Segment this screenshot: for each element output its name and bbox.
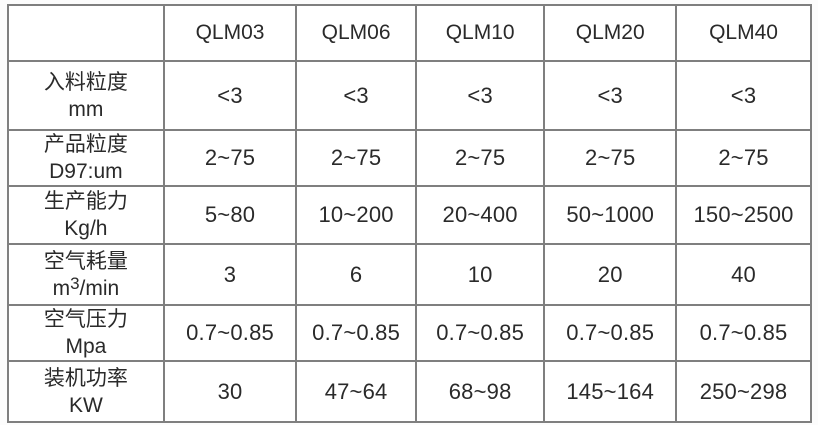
spec-value-cell: 2~75 [414,129,546,187]
model-header: QLM10 [414,4,546,62]
spec-value-cell: 145~164 [543,360,678,423]
spec-table: QLM03 QLM06 QLM10 QLM20 QLM40 入料粒度 mm <3 <3 <3 <3… [7,4,812,423]
spec-value-cell: 0.7~0.85 [543,304,678,362]
spec-label-line1: 空气压力 [43,308,128,331]
spec-label-line2: Mpa [65,335,107,358]
spec-table-body: 入料粒度 mm <3 <3 <3 <3 <3 产品粒度 D97:um 2~75 2~75 2~75 2~… [7,60,812,423]
spec-value-cell: 250~298 [675,360,812,423]
spec-value-cell: <3 [414,60,546,131]
spec-row-label: 产品粒度 D97:um [7,129,165,187]
spec-value-cell: 2~75 [295,129,417,187]
table-row: 产品粒度 D97:um 2~75 2~75 2~75 2~75 2~75 [7,129,812,187]
spec-value-cell: 3 [162,243,298,306]
model-header: QLM03 [162,4,298,62]
spec-row-label: 空气耗量 m3/min [7,243,165,306]
spec-value-cell: <3 [162,60,298,131]
spec-value-cell: 5~80 [162,185,298,245]
spec-value-cell: 47~64 [295,360,417,423]
spec-value-cell: 50~1000 [543,185,678,245]
model-header: QLM06 [295,4,417,62]
table-row: 空气耗量 m3/min 3 6 10 20 40 [7,243,812,306]
spec-label-line1: 入料粒度 [43,70,128,94]
spec-value-cell: <3 [543,60,678,131]
table-row: 入料粒度 mm <3 <3 <3 <3 <3 [7,60,812,131]
spec-value-cell: 0.7~0.85 [162,304,298,362]
table-row: 装机功率 KW 30 47~64 68~98 145~164 250~298 [7,360,812,423]
spec-label-line1: 产品粒度 [43,133,128,156]
spec-row-label: 生产能力 Kg/h [7,185,165,245]
spec-value-cell: 0.7~0.85 [295,304,417,362]
spec-label-line1: 空气耗量 [43,249,128,273]
spec-label-line2: m3/min [11,275,161,302]
spec-label-line1: 装机功率 [43,366,128,390]
table-row: 空气压力 Mpa 0.7~0.85 0.7~0.85 0.7~0.85 0.7~0.85 0… [7,304,812,362]
spec-row-label: 空气压力 Mpa [7,304,165,362]
model-header: QLM20 [543,4,678,62]
spec-value-cell: 20~400 [414,185,546,245]
spec-row-label: 入料粒度 mm [7,60,165,131]
table-row: 生产能力 Kg/h 5~80 10~200 20~400 50~1000 150~2500 [7,185,812,245]
spec-value-cell: 10 [414,243,546,306]
spec-unit-part: 3 [70,273,80,293]
spec-value-cell: <3 [675,60,812,131]
spec-unit-part: m [52,276,71,300]
spec-label-line2: Kg/h [64,217,108,240]
spec-value-cell: 0.7~0.85 [675,304,812,362]
spec-value-cell: 10~200 [295,185,417,245]
spec-value-cell: 20 [543,243,678,306]
spec-value-cell: 2~75 [162,129,298,187]
spec-value-cell: 40 [675,243,812,306]
spec-value-cell: <3 [295,60,417,131]
spec-value-cell: 30 [162,360,298,423]
spec-value-cell: 6 [295,243,417,306]
spec-value-cell: 150~2500 [675,185,812,245]
spec-unit-part: /min [79,276,120,300]
spec-row-label: 装机功率 KW [7,360,165,423]
spec-label-line2: mm [68,97,104,121]
model-header: QLM40 [675,4,812,62]
spec-label-line1: 生产能力 [43,190,128,213]
spec-label-line2: KW [68,393,103,417]
corner-cell [7,4,165,62]
spec-value-cell: 0.7~0.85 [414,304,546,362]
header-row: QLM03 QLM06 QLM10 QLM20 QLM40 [7,4,812,62]
spec-value-cell: 68~98 [414,360,546,423]
spec-value-cell: 2~75 [543,129,678,187]
spec-table-header: QLM03 QLM06 QLM10 QLM20 QLM40 [7,4,812,62]
spec-label-line2: D97:um [49,160,123,183]
spec-value-cell: 2~75 [675,129,812,187]
